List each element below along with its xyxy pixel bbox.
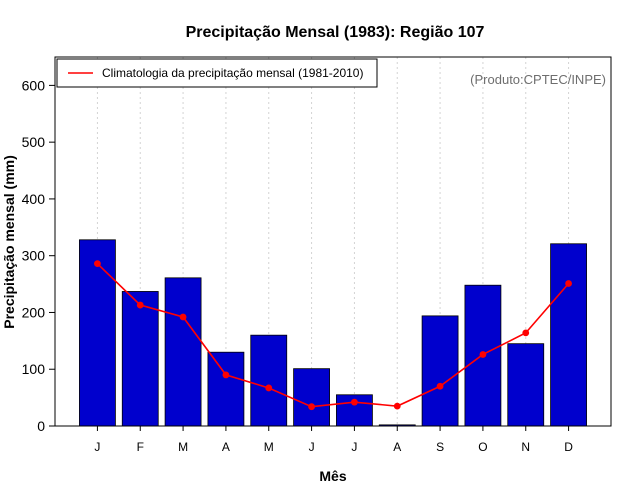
climatology-point-6 — [308, 403, 315, 411]
bar-4 — [207, 351, 245, 427]
bar-12 — [550, 243, 587, 427]
x-tick-label: A — [393, 440, 401, 454]
climatology-point-9 — [436, 382, 444, 390]
x-tick-label: A — [222, 440, 230, 454]
climatology-point-10 — [479, 351, 487, 358]
bar-11 — [507, 343, 545, 427]
chart-title: Precipitação Mensal (1983): Região 107 — [186, 24, 485, 41]
y-axis: 0 100 200 300 400 500 600 — [22, 77, 55, 434]
x-axis-title: Mês — [319, 468, 346, 484]
y-axis-title: Precipitação mensal (mm) — [1, 155, 17, 329]
credit-annotation: (Produto:CPTEC/INPE) — [470, 72, 606, 87]
y-tick-label: 300 — [22, 248, 46, 264]
x-tick-label: J — [351, 440, 357, 454]
climatology-line-series — [94, 260, 572, 411]
plot-frame — [54, 56, 612, 427]
climatology-point-4 — [222, 371, 230, 379]
y-tick-label: 500 — [22, 134, 46, 150]
climatology-point-7 — [351, 398, 358, 406]
grid-lines — [96, 57, 570, 426]
climatology-point-1 — [94, 260, 101, 268]
x-tick-label: J — [309, 440, 315, 454]
bar-1 — [79, 239, 116, 427]
y-tick-label: 0 — [37, 418, 45, 434]
x-tick-label: O — [478, 440, 487, 454]
climatology-point-11 — [522, 329, 530, 337]
x-tick-label: S — [436, 440, 444, 454]
legend-box — [56, 58, 378, 88]
bar-7 — [336, 394, 373, 427]
climatology-point-2 — [136, 301, 144, 309]
x-tick-label: M — [264, 440, 274, 454]
bar-6 — [293, 368, 330, 427]
y-tick-label: 400 — [22, 191, 46, 207]
bar-2 — [121, 291, 159, 427]
climatology-point-3 — [179, 313, 187, 321]
y-tick-label: 600 — [22, 77, 46, 93]
bar-5 — [250, 334, 288, 427]
y-tick-label: 100 — [22, 361, 46, 377]
climatology-line — [96, 263, 570, 408]
climatology-point-8 — [393, 402, 401, 410]
bar-9 — [421, 315, 459, 427]
climatology-point-5 — [265, 384, 273, 392]
x-tick-label: D — [564, 440, 573, 454]
x-tick-label: M — [178, 440, 188, 454]
y-tick-label: 200 — [22, 304, 46, 320]
legend: Climatologia da precipitação mensal (198… — [56, 58, 378, 88]
legend-label: Climatologia da precipitação mensal (198… — [102, 66, 363, 80]
x-tick-label: F — [137, 440, 144, 454]
x-tick-label: N — [521, 440, 530, 454]
climatology-point-12 — [565, 280, 572, 287]
bar-3 — [164, 277, 202, 427]
x-tick-label: J — [94, 440, 100, 454]
